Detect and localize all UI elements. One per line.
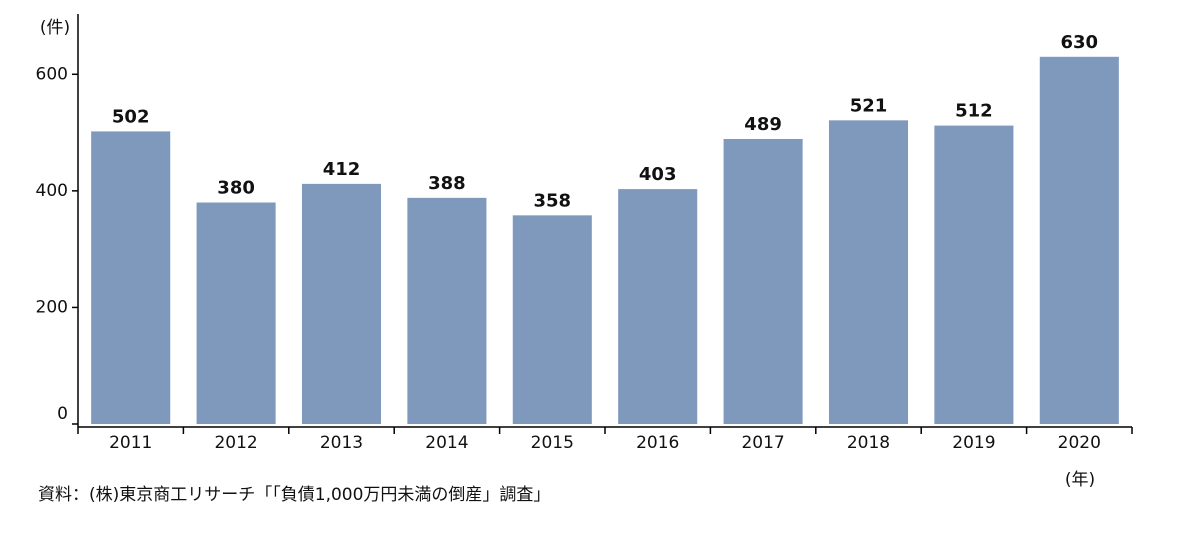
- x-tick-label: 2017: [741, 433, 784, 453]
- x-tick-label: 2012: [214, 433, 257, 453]
- x-tick-label: 2018: [847, 433, 890, 453]
- bar: [723, 138, 803, 425]
- value-label: 358: [534, 190, 572, 211]
- x-tick-label: 2016: [636, 433, 679, 453]
- x-tick-label: 2014: [425, 433, 468, 453]
- bar: [301, 183, 382, 424]
- value-label: 489: [744, 114, 782, 135]
- y-tick-label: 600: [36, 64, 68, 84]
- y-tick-label: 200: [36, 297, 68, 317]
- source-note: 資料：(株)東京商工リサーチ「「負債1,000万円未満の倒産」調査」: [38, 485, 550, 505]
- y-axis-label: (件): [40, 18, 70, 38]
- bar: [934, 125, 1014, 424]
- x-tick-label: 2013: [320, 433, 363, 453]
- y-tick-label: 0: [57, 404, 68, 424]
- bar: [828, 120, 909, 425]
- value-label: 403: [639, 164, 677, 185]
- value-label: 512: [955, 101, 993, 122]
- bar: [618, 189, 698, 424]
- x-axis-label: (年): [1065, 470, 1095, 490]
- x-tick-label: 2015: [531, 433, 574, 453]
- x-tick-label: 2020: [1058, 433, 1101, 453]
- bar: [91, 131, 171, 425]
- y-tick-label: 400: [36, 181, 68, 201]
- bar: [1039, 56, 1119, 425]
- value-label: 412: [323, 159, 361, 180]
- bar: [196, 202, 276, 424]
- value-label: 502: [112, 106, 150, 127]
- x-tick-label: 2019: [952, 433, 995, 453]
- value-label: 380: [217, 178, 255, 199]
- value-label: 388: [428, 173, 466, 194]
- x-tick-label: 2011: [109, 433, 152, 453]
- bar: [407, 197, 487, 424]
- value-label: 630: [1061, 32, 1099, 53]
- value-label: 521: [850, 95, 888, 116]
- bar: [512, 215, 592, 424]
